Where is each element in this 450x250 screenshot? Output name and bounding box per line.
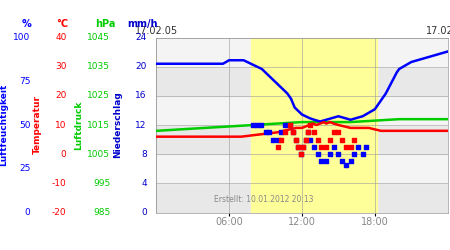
Point [314,138,321,141]
Text: 40: 40 [55,33,67,42]
Point [286,123,293,127]
Point [295,145,302,149]
Point [304,130,311,134]
Bar [156,96,448,125]
Bar [251,38,377,212]
Point [342,145,349,149]
Text: 1015: 1015 [87,120,110,130]
Bar [156,183,448,212]
Point [307,123,314,127]
Text: 20: 20 [135,62,147,71]
Text: 50: 50 [19,120,31,130]
Text: 100: 100 [14,33,31,42]
Point [281,130,288,134]
Text: 30: 30 [55,62,67,71]
Bar [156,67,448,96]
Text: 1025: 1025 [87,91,110,100]
Point [351,138,358,141]
Point [318,160,325,164]
Point [278,138,285,141]
Point [326,152,333,156]
Point [250,123,257,127]
Text: Niederschlag: Niederschlag [113,92,122,158]
Point [354,145,361,149]
Point [292,138,300,141]
Point [295,145,302,149]
Text: 1045: 1045 [87,33,110,42]
Point [274,145,281,149]
Point [310,145,318,149]
Point [281,123,288,127]
Text: 995: 995 [93,179,110,188]
Text: 985: 985 [93,208,110,217]
Text: 8: 8 [141,150,147,159]
Point [330,130,337,134]
Point [274,138,281,141]
Point [278,130,285,134]
Point [359,152,366,156]
Point [292,138,300,141]
Text: 16: 16 [135,91,147,100]
Point [326,138,333,141]
Point [297,152,304,156]
Point [335,152,342,156]
Bar [156,125,448,154]
Text: Luftfeuchtigkeit: Luftfeuchtigkeit [0,84,8,166]
Point [338,160,346,164]
Bar [156,38,448,67]
Point [257,123,264,127]
Text: -20: -20 [52,208,67,217]
Point [351,152,358,156]
Point [323,160,330,164]
Point [253,123,261,127]
Text: °C: °C [56,19,68,29]
Text: %: % [21,19,31,29]
Text: Luftdruck: Luftdruck [74,100,83,150]
Point [304,130,311,134]
Point [338,138,346,141]
Point [310,130,318,134]
Point [363,145,370,149]
Text: 1035: 1035 [87,62,110,71]
Point [286,123,293,127]
Text: -10: -10 [52,179,67,188]
Point [330,145,337,149]
Point [290,130,297,134]
Text: 1005: 1005 [87,150,110,159]
Text: 0: 0 [61,150,67,159]
Text: mm/h: mm/h [127,19,158,29]
Point [300,145,307,149]
Text: 25: 25 [19,164,31,173]
Text: Erstellt: 10.01.2012 20:13: Erstellt: 10.01.2012 20:13 [214,195,314,204]
Point [347,160,354,164]
Point [300,145,307,149]
Point [347,145,354,149]
Point [307,138,314,141]
Text: Temperatur: Temperatur [32,96,41,154]
Text: 75: 75 [19,77,31,86]
Point [302,138,309,141]
Point [297,152,304,156]
Point [262,130,269,134]
Text: 20: 20 [55,91,67,100]
Text: 10: 10 [55,120,67,130]
Bar [156,154,448,183]
Point [314,152,321,156]
Text: 0: 0 [141,208,147,217]
Point [290,130,297,134]
Point [318,145,325,149]
Point [342,163,349,167]
Point [323,145,330,149]
Point [302,138,309,141]
Text: 12: 12 [135,120,147,130]
Text: 24: 24 [135,33,147,42]
Point [269,138,276,141]
Text: 4: 4 [141,179,147,188]
Text: hPa: hPa [95,19,116,29]
Point [335,130,342,134]
Text: 0: 0 [25,208,31,217]
Point [266,130,273,134]
